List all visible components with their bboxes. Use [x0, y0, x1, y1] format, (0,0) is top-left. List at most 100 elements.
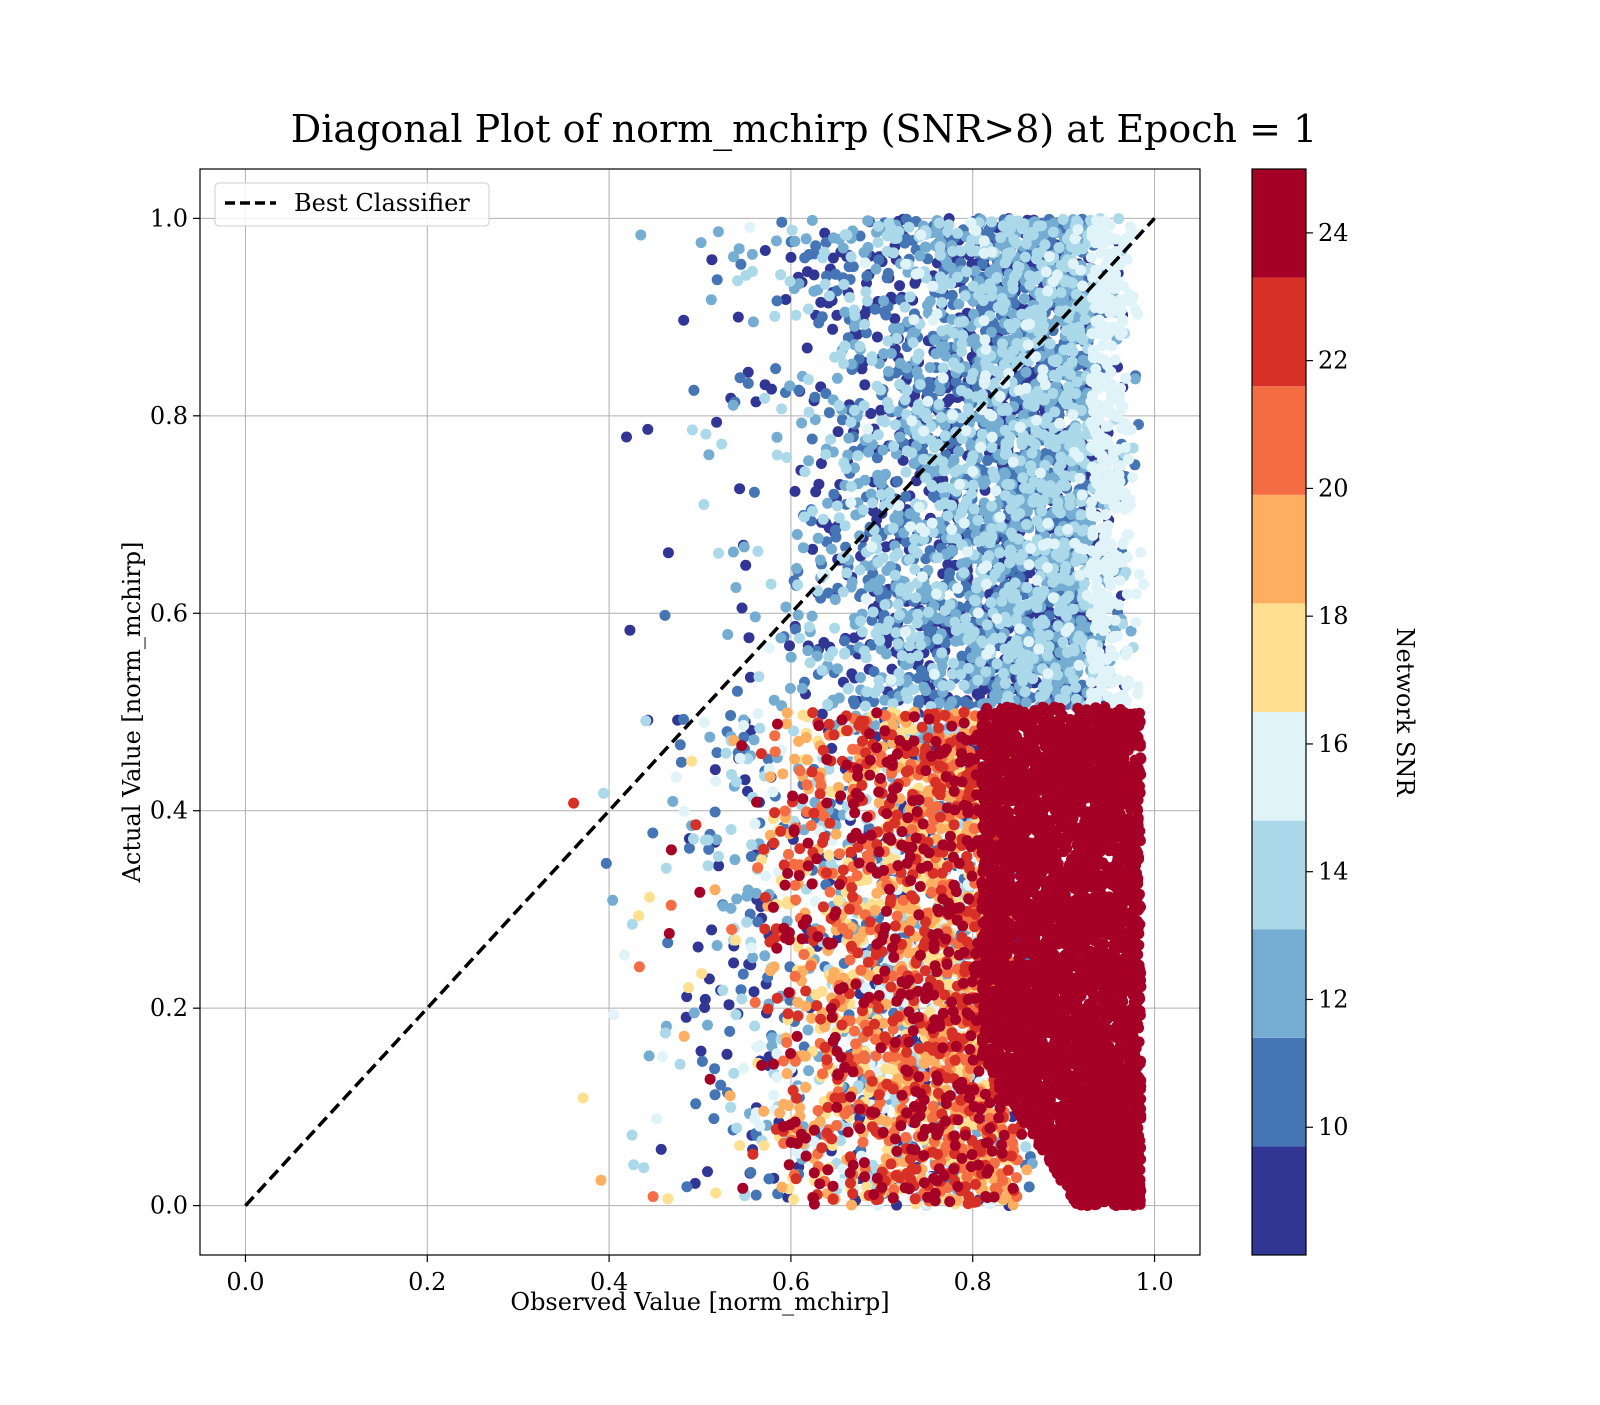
scatter-point — [908, 544, 919, 555]
scatter-point — [703, 860, 714, 871]
scatter-point — [832, 500, 843, 511]
scatter-point — [948, 658, 959, 669]
scatter-point — [949, 455, 960, 466]
scatter-point — [828, 489, 839, 500]
scatter-point — [688, 385, 699, 396]
scatter-point — [846, 251, 857, 262]
scatter-point — [933, 399, 944, 410]
scatter-point — [770, 363, 781, 374]
scatter-point — [827, 324, 838, 335]
scatter-point — [925, 362, 936, 373]
scatter-point — [882, 230, 893, 241]
scatter-point — [709, 1063, 720, 1074]
scatter-point — [752, 546, 763, 557]
scatter-point — [1048, 592, 1059, 603]
scatter-point — [968, 281, 979, 292]
scatter-point — [712, 940, 723, 951]
scatter-point — [872, 332, 883, 343]
scatter-point — [676, 757, 687, 768]
scatter-point — [1067, 356, 1078, 367]
scatter-point — [781, 452, 792, 463]
scatter-point — [849, 305, 860, 316]
scatter-point — [840, 229, 851, 240]
scatter-point — [845, 497, 856, 508]
scatter-point — [980, 666, 991, 677]
scatter-point — [735, 372, 746, 383]
scatter-point — [822, 699, 833, 710]
scatter-point — [1130, 373, 1141, 384]
scatter-point — [939, 275, 950, 286]
scatter-point — [1042, 518, 1053, 529]
scatter-point — [747, 952, 758, 963]
scatter-point — [902, 385, 913, 396]
scatter-point — [803, 1025, 814, 1036]
scatter-point — [1074, 473, 1085, 484]
scatter-point — [891, 333, 902, 344]
scatter-point — [747, 249, 758, 260]
scatter-point — [929, 669, 940, 680]
scatter-point — [1062, 646, 1073, 657]
scatter-point — [986, 531, 997, 542]
scatter-point — [1062, 524, 1073, 535]
scatter-point — [722, 629, 733, 640]
scatter-point — [931, 348, 942, 359]
scatter-point — [1067, 409, 1078, 420]
scatter-point — [900, 302, 911, 313]
scatter-point — [699, 1002, 710, 1013]
scatter-point — [1054, 418, 1065, 429]
scatter-point — [861, 593, 872, 604]
scatter-point — [798, 542, 809, 553]
scatter-point — [1029, 401, 1040, 412]
scatter-point — [904, 582, 915, 593]
scatter-point — [920, 408, 931, 419]
scatter-point — [746, 851, 757, 862]
scatter-point — [731, 1123, 742, 1134]
scatter-point — [830, 594, 841, 605]
scatter-point — [954, 479, 965, 490]
scatter-point — [946, 500, 957, 511]
scatter-point — [789, 236, 800, 247]
scatter-point — [862, 424, 873, 435]
scatter-point — [803, 304, 814, 315]
scatter-point — [952, 272, 963, 283]
scatter-point — [738, 720, 749, 731]
scatter-point — [1021, 650, 1032, 661]
scatter-point — [867, 355, 878, 366]
scatter-point — [642, 424, 653, 435]
scatter-points — [568, 213, 1149, 1211]
scatter-point — [807, 434, 818, 445]
scatter-point — [910, 592, 921, 603]
scatter-point — [873, 623, 884, 634]
scatter-point — [867, 497, 878, 508]
scatter-point — [904, 640, 915, 651]
scatter-point — [883, 268, 894, 279]
scatter-point — [908, 337, 919, 348]
scatter-point — [805, 657, 816, 668]
scatter-point — [992, 658, 1003, 669]
scatter-point — [954, 317, 965, 328]
scatter-point — [809, 392, 820, 403]
scatter-point — [936, 297, 947, 308]
scatter-point — [1008, 345, 1019, 356]
scatter-point — [728, 251, 739, 262]
scatter-point — [929, 334, 940, 345]
scatter-point — [753, 671, 764, 682]
scatter-point — [980, 334, 991, 345]
scatter-point — [607, 895, 618, 906]
scatter-point — [1060, 565, 1071, 576]
scatter-point — [729, 854, 740, 865]
scatter-point — [1028, 494, 1039, 505]
scatter-point — [913, 695, 924, 706]
scatter-point — [890, 419, 901, 430]
scatter-point — [745, 1167, 756, 1178]
scatter-point — [904, 554, 915, 565]
scatter-point — [796, 418, 807, 429]
scatter-point — [601, 858, 612, 869]
scatter-point — [981, 649, 992, 660]
scatter-point — [986, 216, 997, 227]
scatter-point — [1070, 422, 1081, 433]
scatter-point — [876, 489, 887, 500]
scatter-point — [861, 271, 872, 282]
scatter-point — [890, 627, 901, 638]
